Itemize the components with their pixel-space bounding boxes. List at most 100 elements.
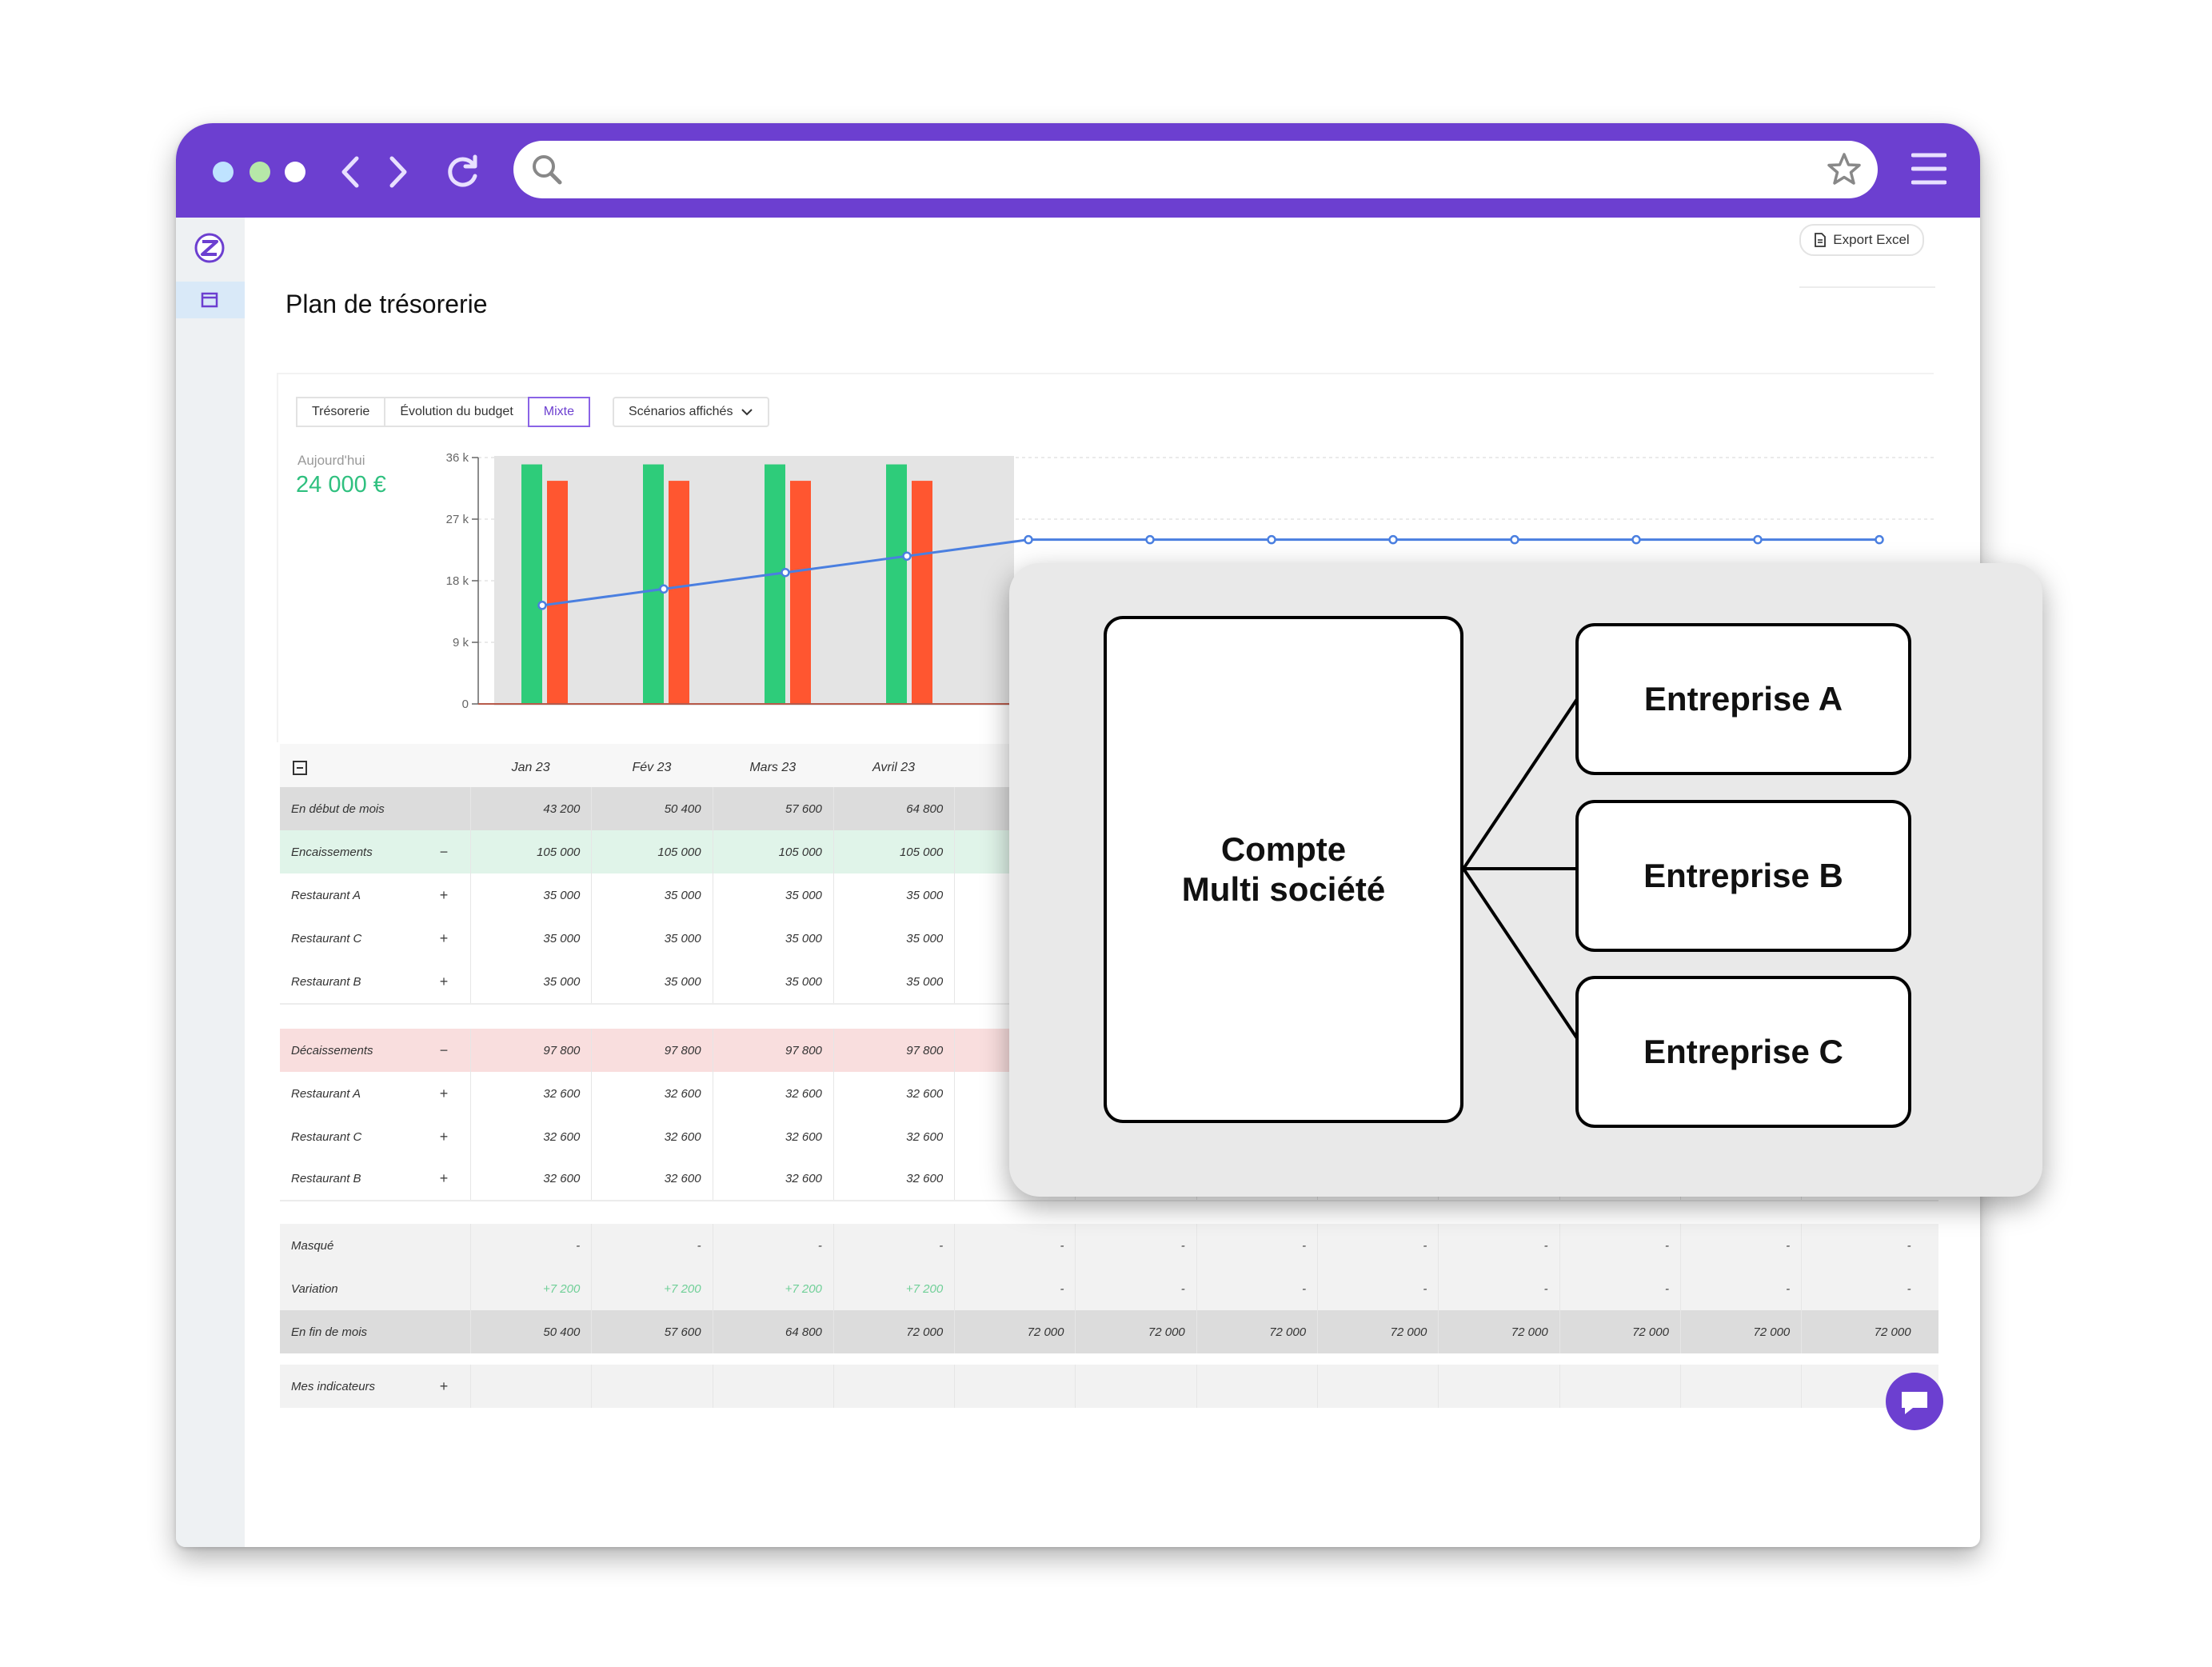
row-toggle[interactable]: +	[439, 1085, 449, 1101]
forward-icon[interactable]	[385, 150, 413, 194]
window-dot-2[interactable]	[250, 162, 270, 182]
balance-point	[659, 584, 669, 594]
balance-point	[1145, 534, 1155, 545]
table-cell	[954, 830, 1075, 873]
y-tick-label: 0	[462, 698, 469, 711]
row-toggle[interactable]: +	[439, 929, 449, 946]
table-cell: 32 600	[470, 1157, 591, 1200]
red-bar	[669, 481, 689, 704]
page-title: Plan de trésorerie	[285, 290, 488, 318]
balance-line	[541, 538, 1879, 607]
tab-evolution-budget[interactable]: Évolution du budget	[384, 397, 529, 427]
row-label: Restaurant B	[291, 1171, 361, 1185]
table-row: Mes indicateurs +	[280, 1365, 1938, 1408]
balance-point	[1267, 534, 1276, 545]
browser-titlebar	[176, 123, 1980, 218]
balance-point	[1631, 534, 1641, 545]
collapse-toggle[interactable]	[280, 744, 417, 792]
row-toggle[interactable]: −	[439, 843, 449, 860]
table-cell: -	[1075, 1224, 1196, 1267]
table-cell: -	[1438, 1267, 1559, 1310]
table-cell	[1196, 1365, 1317, 1408]
y-tick-label: 27 k	[446, 513, 469, 526]
company-box-a: Entreprise A	[1575, 623, 1911, 775]
row-toggle[interactable]: −	[439, 1041, 449, 1058]
table-cell: 57 600	[591, 1310, 712, 1353]
month-header: Jan 23	[511, 761, 550, 774]
table-cell: 35 000	[470, 873, 591, 917]
table-cell: +7 200	[591, 1267, 712, 1310]
table-cell	[954, 1029, 1075, 1072]
green-bar	[643, 464, 664, 704]
address-bar[interactable]	[513, 141, 1878, 198]
table-cell	[1317, 1365, 1438, 1408]
app-logo-icon[interactable]	[194, 232, 226, 264]
back-icon[interactable]	[336, 150, 363, 194]
table-cell: 72 000	[1559, 1310, 1680, 1353]
balance-point	[1875, 534, 1884, 545]
tab-mixte[interactable]: Mixte	[527, 397, 590, 427]
row-toggle[interactable]: +	[439, 1169, 449, 1186]
balance-point	[1024, 534, 1033, 545]
table-cell: 35 000	[470, 960, 591, 1003]
scenarios-dropdown[interactable]: Scénarios affichés	[613, 397, 770, 427]
menu-icon[interactable]	[1911, 150, 1946, 187]
month-header: Mars 23	[749, 761, 797, 774]
sidebar-item-treasury[interactable]	[176, 282, 245, 318]
table-cell: -	[954, 1267, 1075, 1310]
row-toggle[interactable]: +	[439, 1128, 449, 1145]
table-cell: 35 000	[591, 873, 712, 917]
chat-icon	[1902, 1392, 1927, 1414]
table-cell: -	[1075, 1267, 1196, 1310]
table-cell: 105 000	[591, 830, 712, 873]
export-excel-label: Export Excel	[1833, 232, 1910, 247]
reload-icon[interactable]	[443, 150, 483, 194]
header-divider	[1799, 286, 1935, 288]
table-cell: -	[712, 1224, 833, 1267]
table-cell: -	[1196, 1267, 1317, 1310]
chat-button[interactable]	[1886, 1373, 1943, 1430]
table-cell: -	[1559, 1224, 1680, 1267]
table-cell	[712, 1365, 833, 1408]
company-label: Entreprise B	[1643, 857, 1843, 894]
table-cell: -	[1317, 1267, 1438, 1310]
row-toggle[interactable]: +	[439, 1377, 449, 1394]
row-toggle[interactable]: +	[439, 973, 449, 989]
window-dot-1[interactable]	[213, 162, 234, 182]
star-icon[interactable]	[1825, 150, 1863, 189]
table-cell	[954, 1365, 1075, 1408]
balance-point	[1388, 534, 1398, 545]
table-cell	[954, 960, 1075, 1003]
chevron-down-icon	[741, 409, 753, 416]
collapse-icon	[293, 761, 307, 775]
table-cell: 105 000	[712, 830, 833, 873]
row-toggle	[417, 1310, 470, 1353]
y-tick-label: 18 k	[446, 574, 469, 588]
tab-tresorerie[interactable]: Trésorerie	[296, 397, 386, 427]
table-cell	[1801, 1365, 1922, 1408]
today-value: 24 000 €	[296, 472, 386, 498]
table-cell: 72 000	[1679, 1310, 1801, 1353]
chart-card	[277, 373, 1934, 742]
table-cell: 97 800	[832, 1029, 954, 1072]
table-cell: 35 000	[832, 917, 954, 960]
window-dot-3[interactable]	[285, 162, 305, 182]
table-cell: 35 000	[712, 917, 833, 960]
table-cell: 35 000	[712, 873, 833, 917]
export-excel-button[interactable]: Export Excel	[1799, 224, 1924, 256]
app-sidebar	[176, 218, 245, 1547]
table-cell: 105 000	[832, 830, 954, 873]
table-cell: -	[1559, 1267, 1680, 1310]
table-cell: 35 000	[832, 960, 954, 1003]
red-bar	[912, 481, 932, 704]
table-cell	[832, 1365, 954, 1408]
row-label: Mes indicateurs	[291, 1379, 376, 1393]
table-cell	[1559, 1365, 1680, 1408]
row-label: Restaurant C	[291, 1129, 362, 1144]
table-cell	[1679, 1365, 1801, 1408]
table-row: En fin de mois 50 400 57 600 64 800 72 000 72…	[280, 1310, 1938, 1353]
main-account-label: Compte Multi société	[1181, 830, 1386, 908]
row-toggle[interactable]: +	[439, 886, 449, 903]
red-bar	[790, 481, 811, 704]
table-cell: 35 000	[470, 917, 591, 960]
